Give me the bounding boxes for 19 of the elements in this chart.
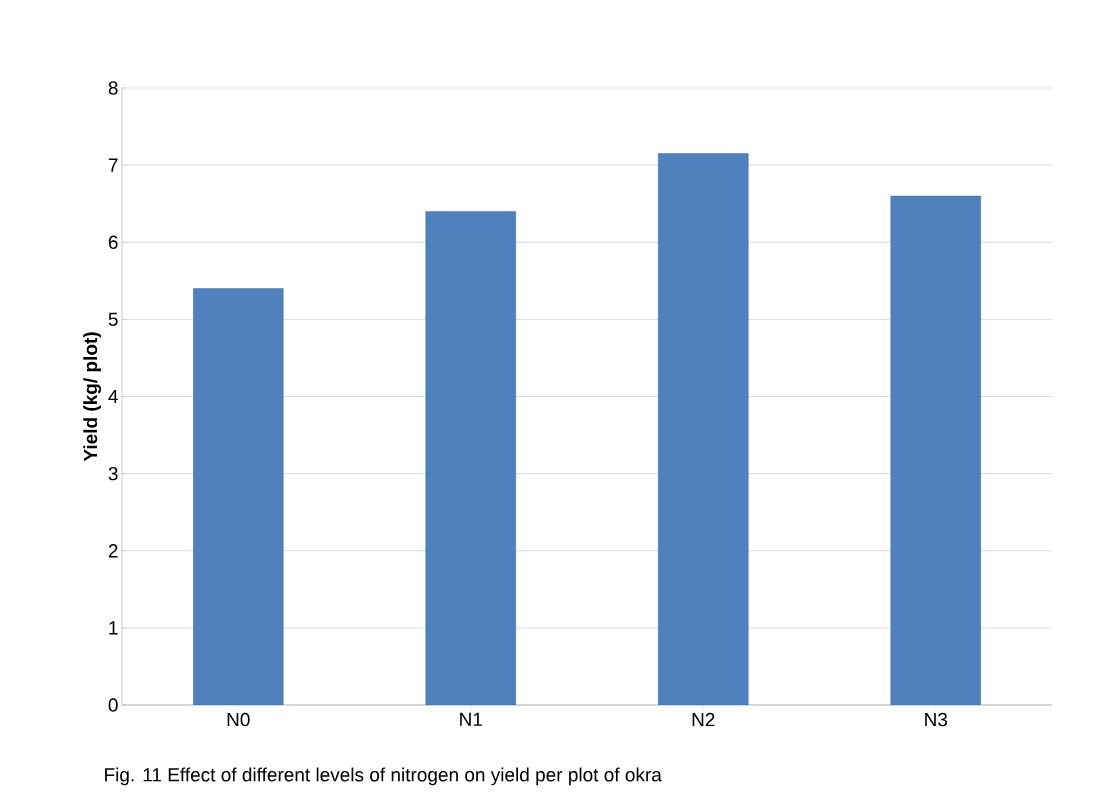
y-tick-label: 1 bbox=[109, 621, 118, 635]
y-tick-label: 7 bbox=[108, 158, 118, 172]
x-tick-label: N2 bbox=[692, 712, 715, 727]
y-tick-label: 2 bbox=[108, 544, 118, 558]
bar bbox=[658, 153, 749, 705]
bar bbox=[193, 288, 284, 705]
y-tick-label: 5 bbox=[108, 312, 118, 327]
y-tick-label: 4 bbox=[108, 389, 118, 404]
y-tick-label: 3 bbox=[108, 466, 118, 481]
bar bbox=[890, 195, 981, 705]
x-tick-label: N1 bbox=[460, 712, 482, 726]
y-tick-label: 8 bbox=[108, 81, 118, 95]
bar bbox=[425, 211, 516, 705]
y-tick-label: 0 bbox=[108, 698, 118, 712]
x-tick-label: N0 bbox=[227, 712, 250, 727]
y-tick-label: 6 bbox=[108, 235, 118, 249]
y-axis-title: Yield (kg/ plot) bbox=[83, 332, 102, 462]
x-tick-label: N3 bbox=[925, 712, 948, 727]
caption: Fig. 11 Effect of different levels of nitrogen on yield per plot of okra bbox=[105, 767, 662, 786]
